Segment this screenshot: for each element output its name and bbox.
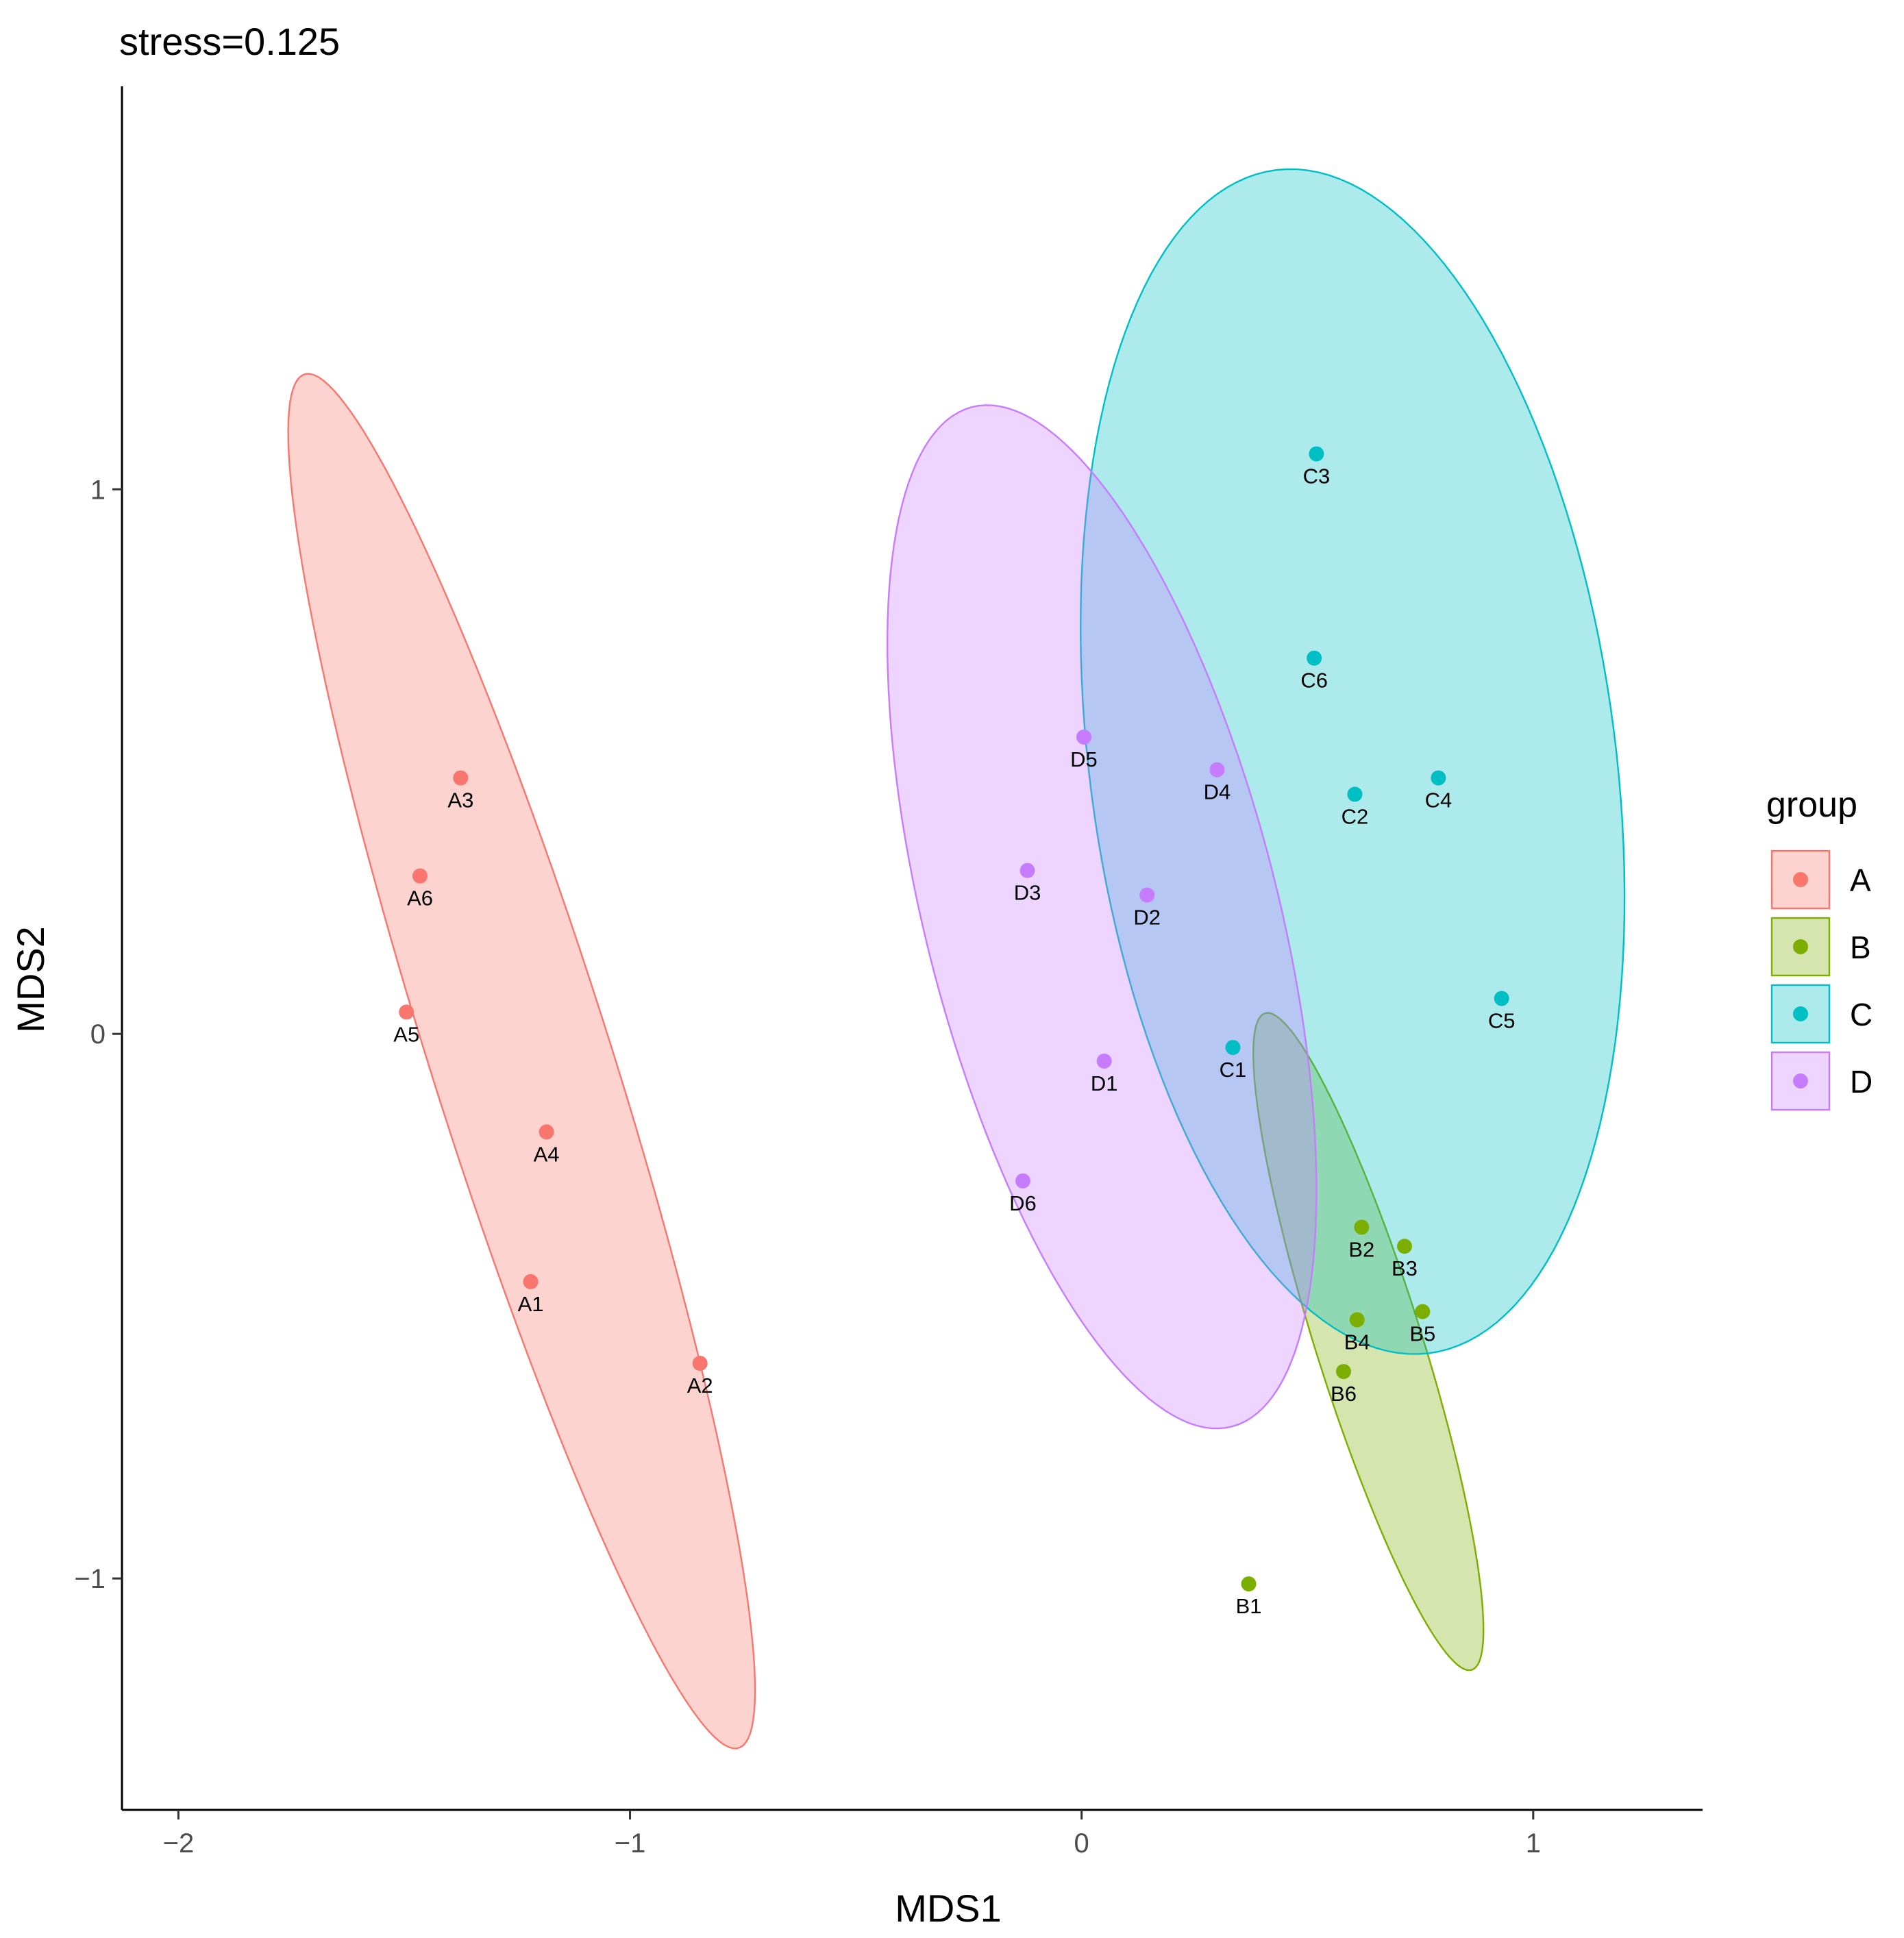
point-b2	[1354, 1219, 1370, 1235]
point-d2	[1139, 887, 1155, 903]
legend-title: group	[1766, 785, 1857, 825]
point-label-c6: C6	[1300, 669, 1328, 693]
point-label-a6: A6	[407, 886, 433, 910]
point-label-b3: B3	[1392, 1256, 1418, 1280]
ellipse-group-a	[287, 373, 756, 1750]
point-d3	[1019, 862, 1035, 878]
point-a1	[523, 1274, 539, 1289]
x-axis-title: MDS1	[895, 1887, 1002, 1930]
confidence-ellipses	[287, 168, 1626, 1750]
point-b1	[1241, 1576, 1257, 1592]
y-axis-ticks: −1 0 1	[74, 475, 122, 1594]
axes: −2 −1 0 1 −1 0 1	[74, 86, 1703, 1859]
point-d1	[1096, 1053, 1112, 1069]
point-label-b5: B5	[1409, 1322, 1435, 1346]
legend-label-d: D	[1850, 1064, 1872, 1100]
point-c6	[1307, 650, 1322, 666]
point-c5	[1494, 991, 1509, 1006]
point-label-b2: B2	[1348, 1237, 1374, 1261]
plot-title: stress=0.125	[119, 20, 340, 63]
legend-label-b: B	[1850, 930, 1871, 965]
point-c1	[1225, 1040, 1241, 1056]
point-label-b4: B4	[1344, 1330, 1370, 1354]
x-tick-label: 1	[1526, 1828, 1541, 1859]
point-a4	[539, 1124, 554, 1140]
y-tick-label: 0	[90, 1019, 106, 1049]
point-label-b6: B6	[1331, 1382, 1357, 1406]
legend-point-b	[1793, 939, 1808, 954]
point-d4	[1209, 762, 1225, 778]
legend-point-a	[1793, 872, 1808, 887]
point-label-a1: A1	[518, 1292, 544, 1316]
point-c4	[1431, 770, 1446, 786]
point-a6	[412, 868, 428, 884]
point-label-d1: D1	[1091, 1071, 1118, 1095]
point-label-b1: B1	[1236, 1594, 1262, 1618]
legend-point-d	[1793, 1073, 1808, 1089]
point-a2	[692, 1356, 708, 1371]
point-label-c3: C3	[1303, 464, 1331, 488]
point-d6	[1015, 1173, 1030, 1189]
ellipse-group-c	[1079, 168, 1626, 1355]
point-b6	[1335, 1364, 1351, 1380]
point-a3	[453, 770, 469, 786]
point-label-a5: A5	[393, 1022, 419, 1046]
x-tick-label: −1	[615, 1828, 646, 1859]
point-label-a3: A3	[447, 788, 473, 812]
point-label-a4: A4	[534, 1142, 560, 1166]
ellipse-group-b	[1252, 1012, 1485, 1672]
point-label-c4: C4	[1425, 788, 1452, 812]
point-label-d2: D2	[1133, 905, 1161, 929]
point-label-a2: A2	[687, 1374, 713, 1397]
y-tick-label: 1	[90, 475, 106, 505]
point-b5	[1415, 1304, 1431, 1319]
legend-label-c: C	[1850, 997, 1872, 1032]
point-label-d5: D5	[1070, 747, 1098, 771]
data-points	[399, 446, 1509, 1592]
point-c2	[1347, 786, 1363, 802]
point-labels: A1 A2 A3 A4 A5 A6 B1 B2 B3 B4 B5 B6 C1 C2 C3 C4 C5 C6 D1 D2…	[393, 464, 1515, 1619]
y-tick-label: −1	[74, 1564, 106, 1594]
y-axis-title: MDS2	[9, 926, 52, 1033]
point-label-d4: D4	[1204, 780, 1231, 804]
x-tick-label: −2	[163, 1828, 195, 1859]
point-label-c1: C1	[1220, 1058, 1247, 1082]
point-c3	[1309, 446, 1324, 462]
ellipse-group-d	[887, 404, 1318, 1430]
point-label-c2: C2	[1342, 804, 1369, 828]
legend-point-c	[1793, 1006, 1808, 1021]
point-d5	[1076, 729, 1091, 745]
point-b3	[1396, 1239, 1412, 1254]
x-tick-label: 0	[1074, 1828, 1089, 1859]
point-a5	[399, 1004, 415, 1020]
point-label-d3: D3	[1014, 881, 1041, 905]
point-label-d6: D6	[1009, 1191, 1037, 1215]
point-b4	[1349, 1312, 1365, 1328]
x-axis-ticks: −2 −1 0 1	[163, 1810, 1541, 1859]
point-label-c5: C5	[1488, 1009, 1516, 1033]
legend-label-a: A	[1850, 862, 1871, 898]
